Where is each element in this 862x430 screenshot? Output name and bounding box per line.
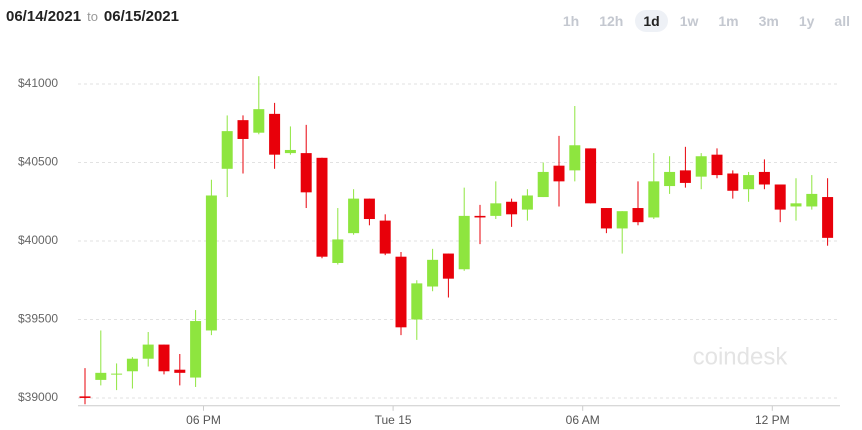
- candle-body: [537, 171, 549, 198]
- y-tick-label: $40000: [18, 233, 58, 247]
- candle-body: [616, 211, 628, 229]
- candle-body: [237, 120, 249, 139]
- candle-body: [205, 195, 217, 331]
- to-label: to: [87, 9, 98, 24]
- candle-body: [569, 145, 581, 171]
- candle-body: [521, 195, 533, 210]
- x-tick-label: 06 AM: [566, 413, 600, 427]
- candle-body: [490, 203, 502, 216]
- range-button[interactable]: 1h: [562, 13, 580, 29]
- candle-body: [269, 113, 281, 155]
- candle-body: [743, 175, 755, 190]
- candle-body: [79, 396, 91, 398]
- candle-body: [332, 239, 344, 263]
- range-button[interactable]: 1y: [798, 13, 815, 29]
- candle-body: [458, 215, 470, 270]
- candle-body: [648, 181, 660, 218]
- range-selector: 1h 12h 1d 1w 1m 3m 1y all: [551, 10, 858, 32]
- candle-body: [758, 171, 770, 185]
- x-tick-label: Tue 15: [375, 413, 412, 427]
- candle-body: [363, 198, 375, 220]
- candle-body: [790, 203, 802, 207]
- candle-body: [711, 154, 723, 176]
- candle-body: [427, 259, 439, 287]
- y-tick-label: $39500: [18, 312, 58, 326]
- candle-body: [111, 373, 123, 375]
- y-tick-label: $40500: [18, 155, 58, 169]
- candle-body: [158, 344, 170, 372]
- candle-body: [679, 170, 691, 183]
- x-tick-label: 12 PM: [755, 413, 790, 427]
- candle-body: [348, 198, 360, 234]
- candle-body: [142, 344, 154, 359]
- range-button[interactable]: all: [834, 13, 850, 29]
- x-tick-label: 06 PM: [186, 413, 221, 427]
- date-range: 06/14/2021 to 06/15/2021: [6, 8, 179, 25]
- range-button[interactable]: 1w: [679, 13, 699, 29]
- candle-body: [221, 131, 233, 169]
- end-date[interactable]: 06/15/2021: [103, 8, 179, 25]
- candle-body: [174, 369, 186, 373]
- y-tick-label: $41000: [18, 76, 58, 90]
- range-button[interactable]: 1m: [718, 13, 739, 29]
- candle-body: [774, 184, 786, 210]
- watermark: coindesk: [693, 343, 789, 370]
- candle-body: [632, 208, 644, 223]
- candle-body: [284, 149, 296, 154]
- candle-body: [253, 109, 265, 133]
- range-button[interactable]: 1d: [635, 10, 668, 32]
- candle-body: [126, 358, 138, 372]
- candle-body: [822, 197, 834, 238]
- start-date[interactable]: 06/14/2021: [6, 8, 82, 25]
- y-tick-label: $39000: [18, 390, 58, 404]
- range-button[interactable]: 3m: [758, 13, 779, 29]
- candle-body: [553, 165, 565, 182]
- candle-body: [95, 372, 107, 380]
- candle-body: [600, 208, 612, 229]
- candle-body: [395, 256, 407, 328]
- candle-body: [664, 171, 676, 187]
- candle-body: [442, 253, 454, 279]
- candle-body: [585, 148, 597, 204]
- candle-body: [190, 321, 202, 378]
- candle-body: [727, 173, 739, 191]
- candle-body: [806, 193, 818, 207]
- candle-body: [695, 156, 707, 177]
- candle-body: [316, 157, 328, 257]
- candle-body: [474, 215, 486, 218]
- candle-body: [300, 153, 312, 193]
- candle-body: [411, 283, 423, 320]
- candle-body: [379, 220, 391, 254]
- range-button[interactable]: 12h: [599, 13, 624, 29]
- candle-body: [506, 201, 518, 215]
